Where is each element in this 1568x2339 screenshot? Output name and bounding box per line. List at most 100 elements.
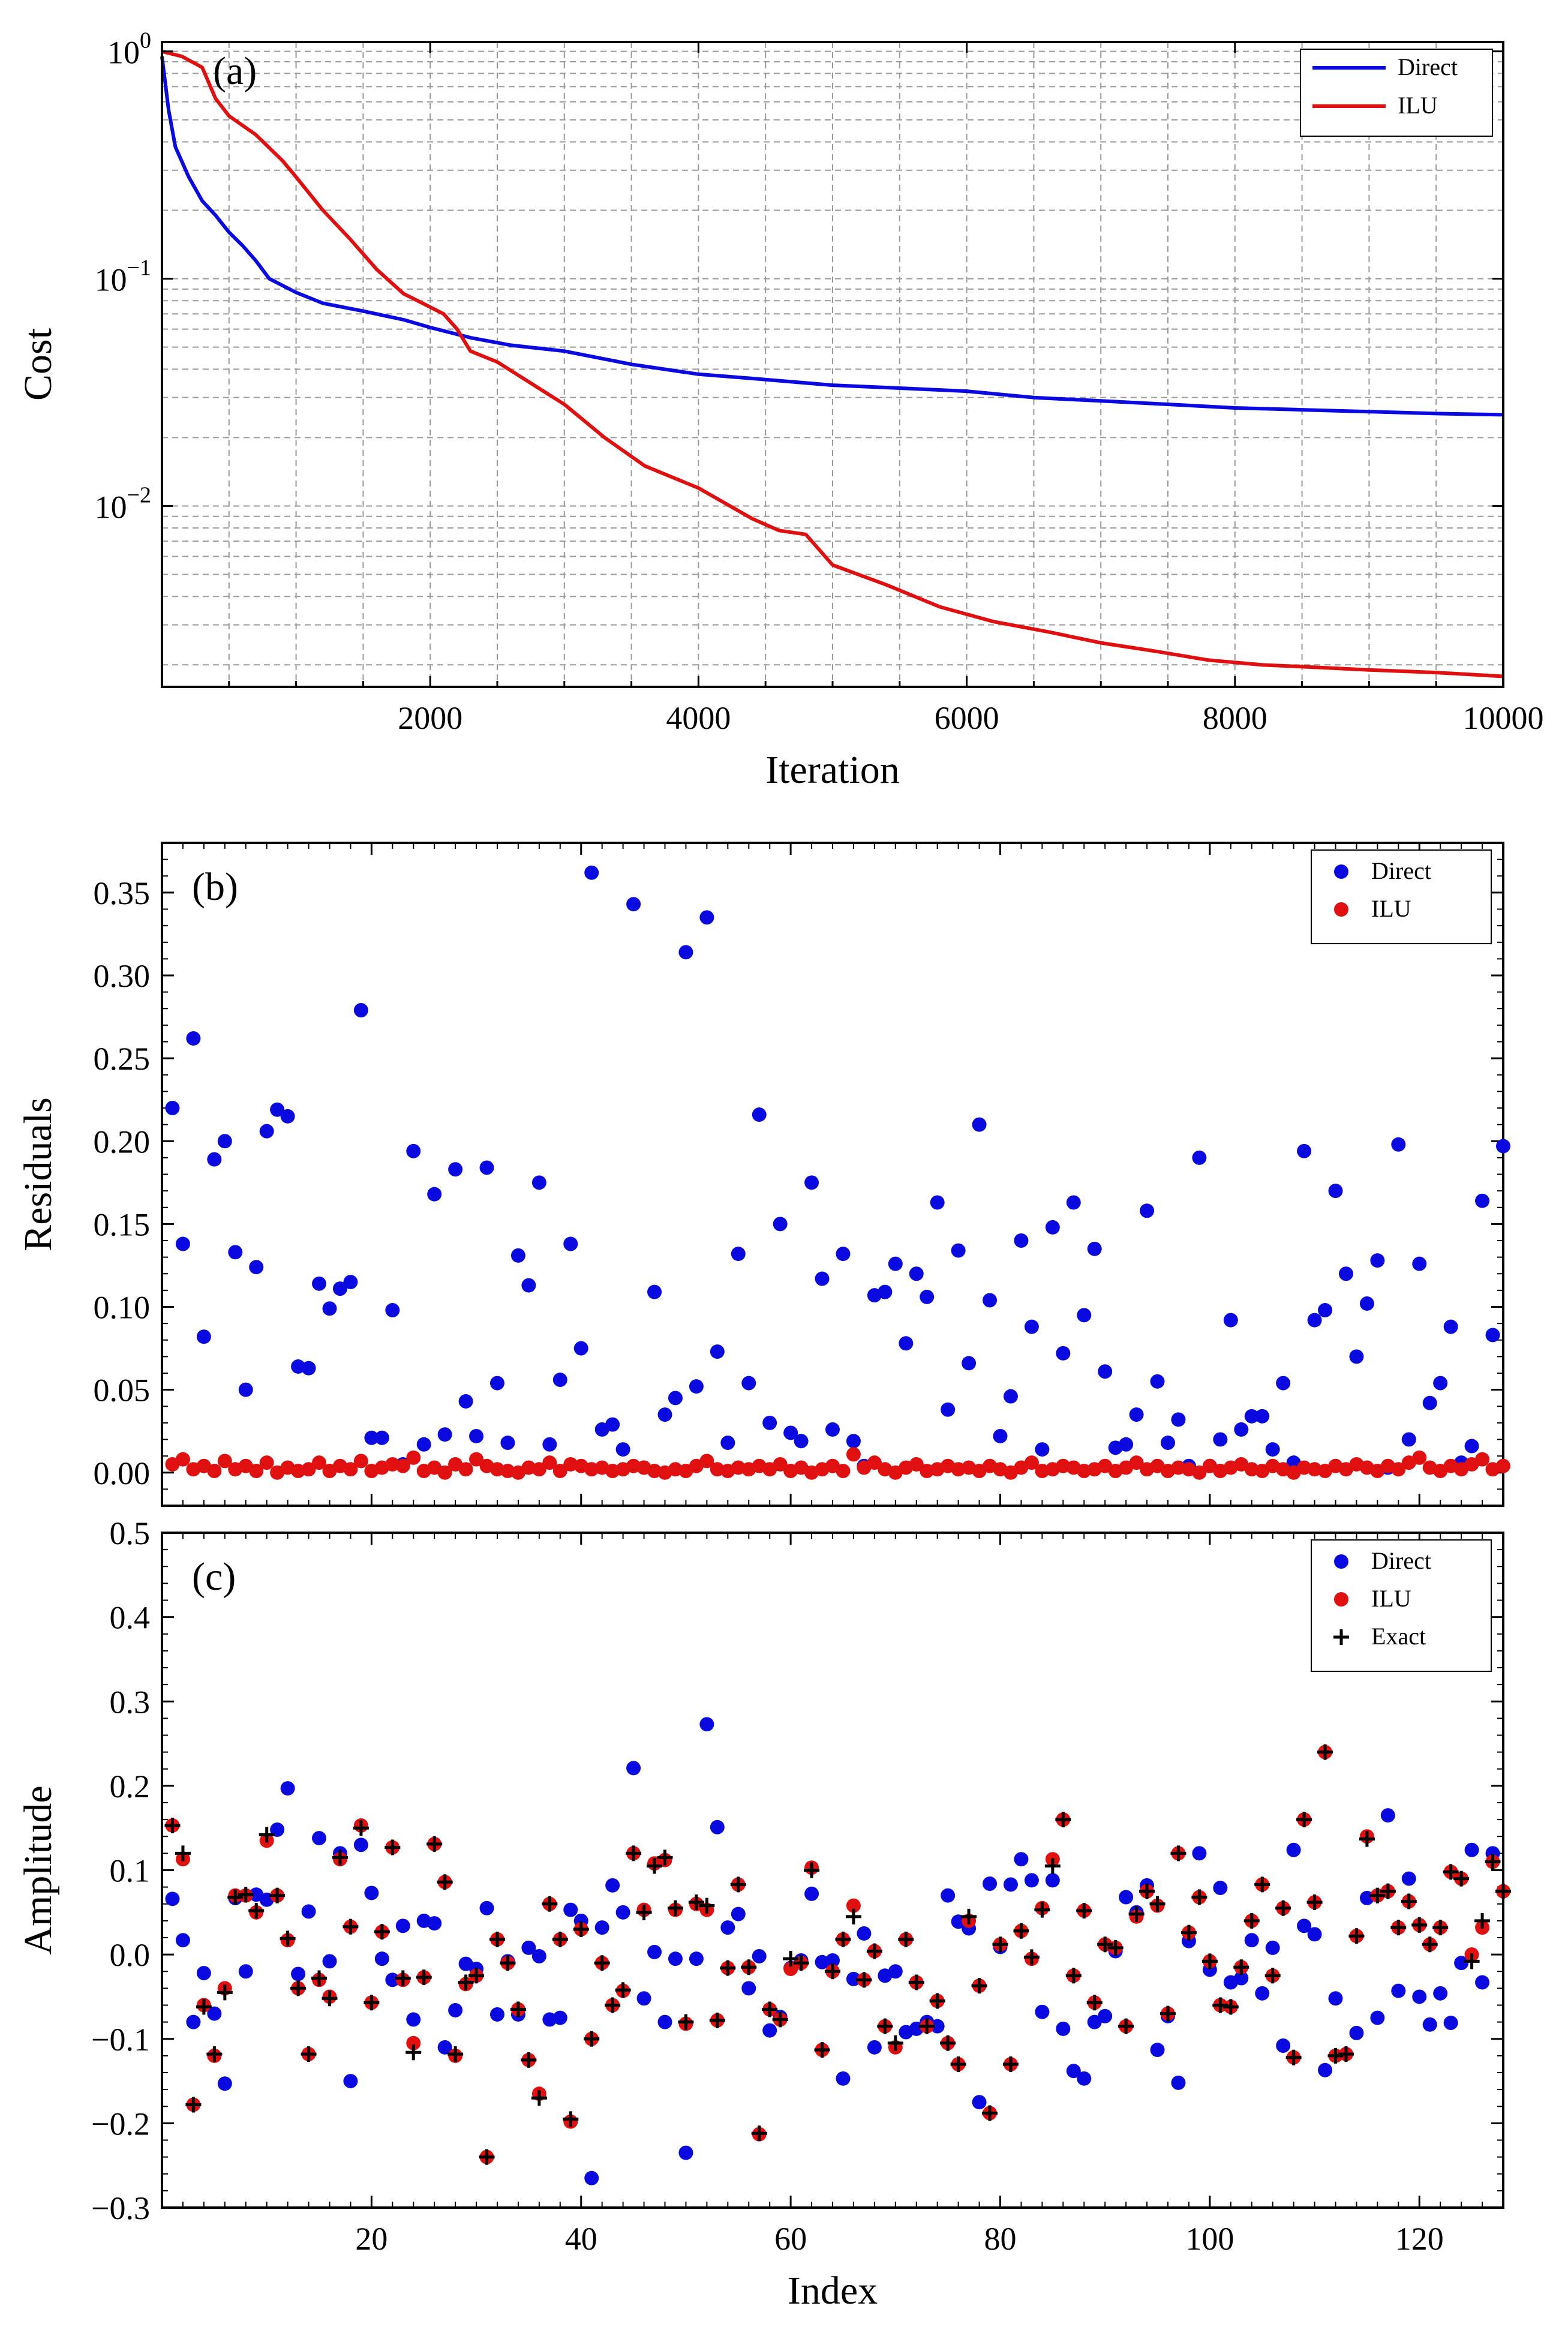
point-exact [866,1943,882,1959]
point-direct [699,910,714,925]
x-tick-label-a: 4000 [666,700,731,736]
point-direct [1244,1409,1259,1424]
point-exact [206,2046,223,2062]
point-direct [1412,1989,1427,2004]
point-exact [584,2031,600,2047]
point-exact [982,2105,998,2121]
point-ilu [1496,1458,1510,1473]
x-tick-label-c: 100 [1185,2221,1234,2257]
legend-swatch-direct [1334,1554,1348,1569]
point-direct [1297,1918,1312,1933]
point-exact [1422,1936,1438,1953]
point-direct [1338,1266,1353,1281]
x-tick-label-c: 80 [984,2221,1017,2257]
point-ilu [1129,1455,1144,1470]
point-direct [720,1436,735,1451]
point-direct [878,1284,893,1299]
point-exact [898,1931,914,1947]
point-direct [1024,1873,1039,1888]
point-direct [825,1953,840,1968]
point-exact [929,1993,945,2009]
point-ilu [699,1454,714,1469]
point-exact [374,1924,390,1940]
point-direct [1464,1439,1479,1454]
point-direct [1401,1432,1416,1447]
point-direct [668,1391,683,1406]
y-tick-label-c: 0.1 [110,1853,151,1889]
legend-label-ilu: ILU [1371,895,1411,922]
point-exact [1306,1894,1323,1910]
point-ilu [846,1447,861,1462]
point-exact [1170,1845,1186,1861]
point-exact [804,1862,820,1878]
point-ilu [343,1462,358,1477]
point-exact [468,1968,485,1984]
point-ilu [783,1962,798,1977]
point-ilu [437,1465,452,1480]
point-direct [374,1430,389,1445]
point-direct [647,1944,662,1959]
point-direct [217,2076,232,2091]
point-exact [825,1963,840,1980]
point-direct [500,1436,515,1451]
point-direct [1464,1842,1479,1857]
point-direct [804,1886,819,1901]
point-direct [752,1948,767,1963]
x-tick-label-a: 2000 [398,700,462,736]
point-exact [594,1955,610,1971]
point-direct [720,1920,735,1935]
point-exact [1128,1906,1145,1922]
point-direct [1433,1376,1448,1391]
point-direct [301,1361,316,1376]
point-direct [615,1905,630,1920]
point-direct [1014,1852,1029,1867]
point-exact [1338,2046,1354,2062]
point-exact [1390,1920,1407,1936]
point-direct [521,1278,536,1293]
point-exact [783,1951,799,1967]
point-exact [343,1918,359,1935]
point-exact [1107,1939,1124,1956]
x-tick-label-c: 20 [355,2221,388,2257]
point-exact [961,1908,977,1924]
series-direct-b [165,865,1510,1475]
point-direct [1475,1975,1490,1990]
point-direct [312,1831,327,1846]
point-exact [626,1845,642,1861]
point-direct [741,1376,756,1391]
point-direct [1087,1241,1102,1256]
point-ilu [395,1458,410,1473]
point-exact [1023,1949,1040,1965]
x-tick-label-c: 120 [1395,2221,1444,2257]
point-direct [1045,1220,1060,1235]
point-exact [1495,1883,1511,1899]
series-line-direct [160,56,1504,417]
point-exact [332,1849,348,1866]
x-axis-label-a: Iteration [765,748,900,792]
point-ilu [207,1463,222,1478]
point-direct [1443,2016,1458,2031]
point-direct [1087,2014,1102,2029]
point-direct [406,1143,421,1158]
point-ilu [469,1452,484,1467]
point-exact [1118,2018,1134,2034]
point-exact [217,1984,233,2001]
point-exact [416,1969,432,1986]
point-exact [259,1827,275,1843]
y-tick-label-b: 0.00 [94,1455,151,1491]
point-exact [1348,1928,1365,1944]
point-direct [731,1247,746,1262]
point-ilu [406,2035,421,2050]
point-exact [835,1931,851,1947]
point-direct [1255,1986,1270,2001]
point-direct [1276,1376,1291,1391]
point-exact [405,2044,422,2061]
y-tick-label-b: 0.05 [94,1373,151,1409]
point-direct [322,1954,337,1969]
point-exact [1034,1902,1050,1918]
point-exact [1201,1953,1218,1969]
y-tick-label-a: 100 [107,28,151,71]
point-direct [941,1402,956,1417]
series-ilu-c [165,1745,1510,2164]
point-ilu [312,1455,327,1470]
